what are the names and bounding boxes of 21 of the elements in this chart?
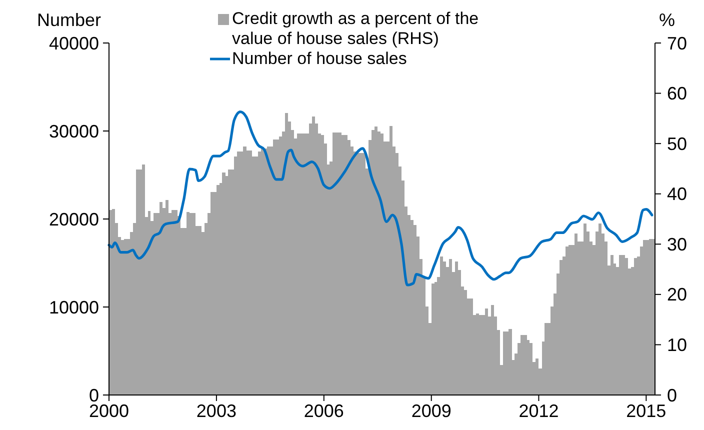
x-tick-label: 2009 xyxy=(411,401,452,421)
y2-tick-label: 10 xyxy=(667,335,688,356)
y-tick-label: 10000 xyxy=(48,297,99,318)
y2-axis-title: % xyxy=(658,10,676,30)
y-tick-label: 20000 xyxy=(48,209,99,230)
x-tick-label: 2003 xyxy=(196,401,236,421)
x-tick-label: 2006 xyxy=(304,401,344,421)
x-tick-label: 2012 xyxy=(518,401,559,421)
y-tick-label: 30000 xyxy=(48,121,99,142)
y2-tick-label: 50 xyxy=(667,134,688,154)
y-axis-title: Number xyxy=(36,10,101,30)
y-tick-label: 40000 xyxy=(48,33,99,54)
y2-tick-label: 60 xyxy=(667,84,688,104)
y2-tick-label: 0 xyxy=(667,385,678,406)
x-tick-label: 2015 xyxy=(626,401,666,421)
legend-label: Number of house sales xyxy=(232,49,407,68)
legend-label: Credit growth as a percent of the value of house sales (RHS) xyxy=(232,9,479,48)
y2-tick-label: 70 xyxy=(667,33,688,54)
y2-tick-label: 30 xyxy=(667,234,688,254)
y2-tick-label: 20 xyxy=(667,284,688,305)
y2-tick-label: 40 xyxy=(667,184,688,204)
